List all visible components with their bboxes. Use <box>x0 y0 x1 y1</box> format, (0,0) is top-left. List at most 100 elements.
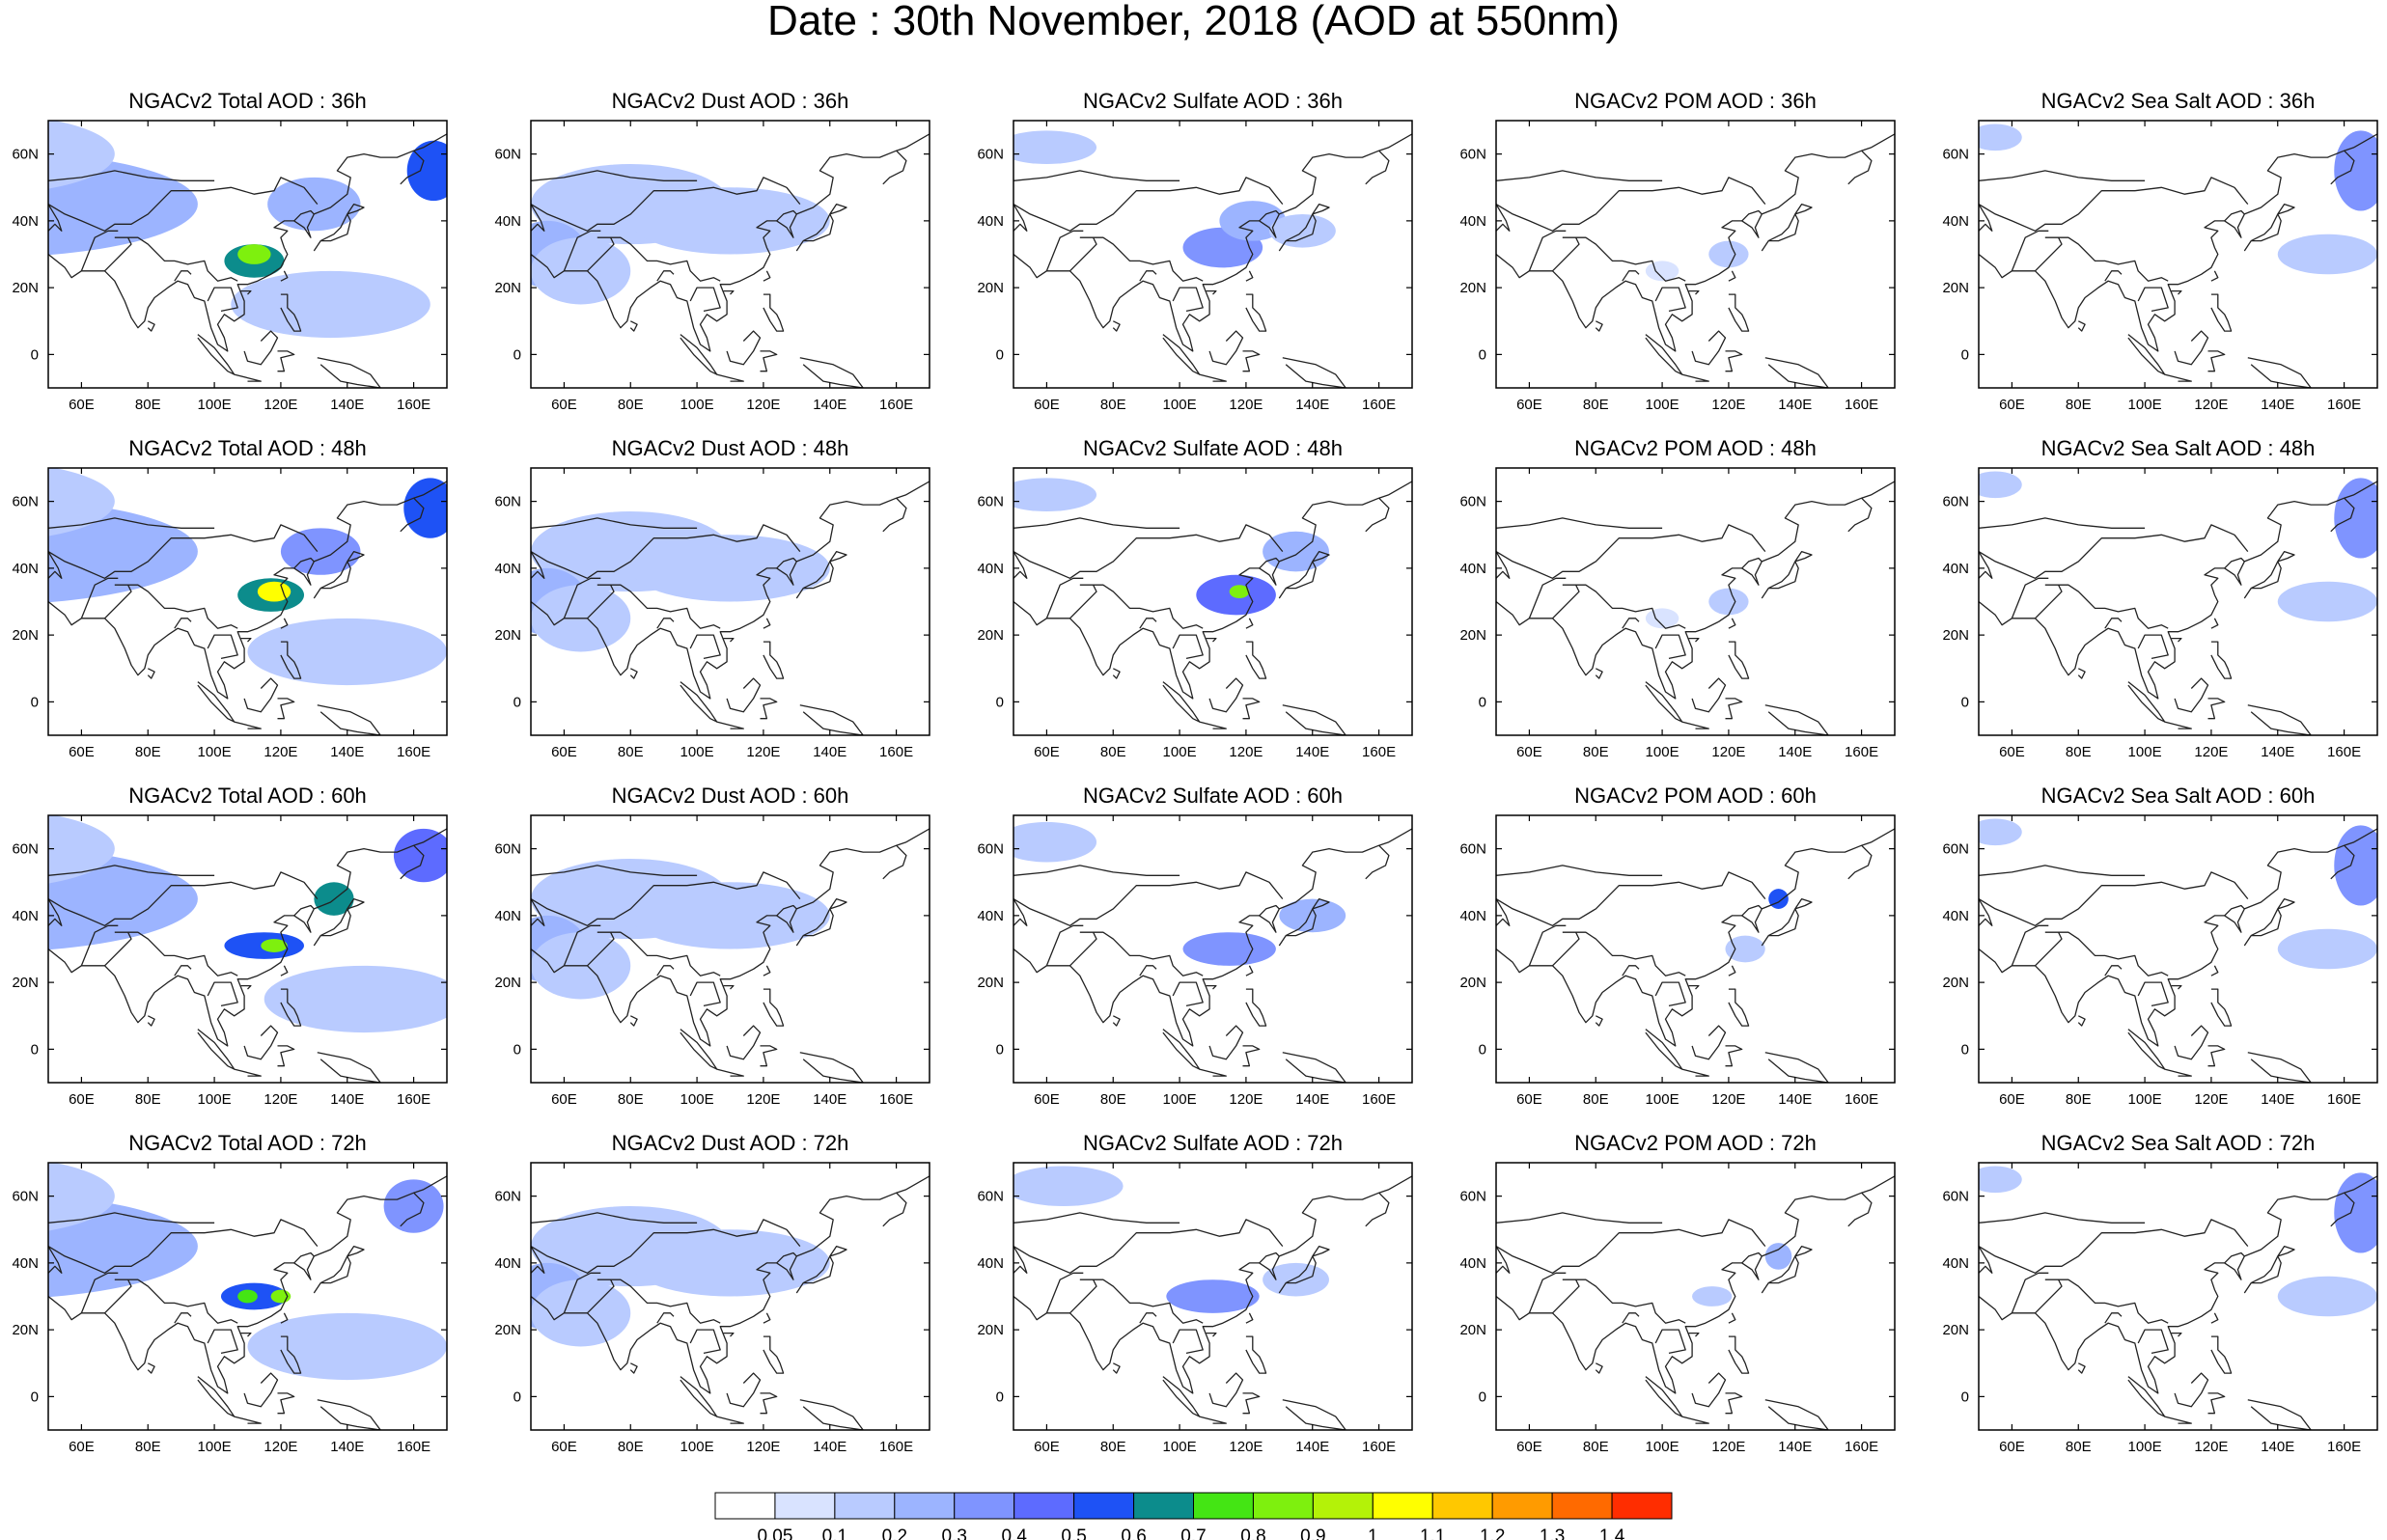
lon-tick-label: 80E <box>1583 397 1609 413</box>
aod-field <box>1692 1243 1792 1306</box>
coastline <box>1172 287 1204 313</box>
coastline <box>1245 988 1267 1027</box>
coastline <box>1847 497 1873 533</box>
lon-tick-label: 60E <box>551 1439 577 1455</box>
coastline <box>1562 1279 1686 1324</box>
coastline <box>1139 965 1157 976</box>
coastlines <box>1979 1175 2377 1430</box>
coastline <box>1013 1212 1180 1224</box>
coastline <box>2011 577 2049 619</box>
lat-tick-label: 60N <box>977 841 1004 858</box>
colorbar-label: 0.3 <box>942 1526 967 1540</box>
coastline <box>1365 1192 1390 1227</box>
lon-tick-label: 60E <box>1034 1439 1060 1455</box>
coastline <box>2044 584 2169 629</box>
coastline <box>2330 844 2355 880</box>
coastline <box>1259 209 1280 222</box>
colorbar-box <box>1013 1492 1075 1520</box>
coastline <box>1691 1025 1727 1060</box>
panel-title: NGACv2 Dust AOD : 72h <box>611 1131 849 1155</box>
coastlines <box>1496 481 1895 735</box>
map-background <box>1496 468 1895 735</box>
coastline <box>1847 1192 1873 1227</box>
coastline <box>400 497 425 533</box>
aod-blob <box>1166 1279 1260 1313</box>
colorbar-box <box>714 1492 776 1520</box>
lon-tick-label: 120E <box>264 1091 297 1108</box>
coastline <box>1112 1362 1121 1374</box>
coastline <box>207 981 238 1007</box>
aod-blob <box>247 618 447 686</box>
coastline <box>313 1245 365 1294</box>
lon-tick-label: 60E <box>69 1439 95 1455</box>
coastline <box>1688 637 1700 643</box>
map-panel: 60E 80E 100E 120E 140E 160E 0 20N 40N 60N <box>1459 120 1896 413</box>
coastline <box>114 1279 238 1324</box>
lon-tick-label: 120E <box>2194 1439 2228 1455</box>
coastline <box>656 618 675 629</box>
lon-tick-label: 140E <box>813 1439 847 1455</box>
lat-tick-label: 40N <box>1459 908 1486 924</box>
colorbar-box <box>954 1492 1015 1520</box>
aod-blob <box>1692 1286 1733 1306</box>
coastline <box>2137 287 2169 313</box>
main-title: Date : 30th November, 2018 (AOD at 550nm… <box>767 0 1620 44</box>
lon-tick-label: 100E <box>2128 744 2162 760</box>
aod-blob <box>1979 818 2022 846</box>
coastline <box>1245 641 1267 679</box>
coastline <box>531 898 545 926</box>
aod-blob <box>2277 1276 2377 1317</box>
map-panel: 60E 80E 100E 120E 140E 160E 0 20N 40N 60N <box>977 1162 1413 1455</box>
map-frame <box>1495 814 1896 1084</box>
coastline <box>531 1175 930 1394</box>
panel-title: NGACv2 Total AOD : 48h <box>128 436 367 460</box>
map-background <box>1496 121 1895 388</box>
aod-blob <box>630 882 830 949</box>
coastline <box>2174 1372 2209 1408</box>
lon-tick-label: 60E <box>1516 1439 1542 1455</box>
coastline <box>2210 1335 2233 1374</box>
aod-blob <box>2334 478 2377 559</box>
coastlines <box>1013 1175 1412 1430</box>
coastline <box>587 584 615 619</box>
coastline <box>1199 373 1227 382</box>
lon-tick-label: 160E <box>2327 1439 2361 1455</box>
map-panel: 60E 80E 100E 120E 140E 160E 0 20N 40N 60N <box>494 120 930 413</box>
coastline <box>2330 497 2355 533</box>
coastline <box>2243 897 2295 947</box>
coastline <box>1162 1029 1201 1070</box>
coastline <box>531 865 698 876</box>
lon-tick-label: 80E <box>618 1091 644 1108</box>
coastline <box>799 1052 864 1083</box>
lon-tick-label: 100E <box>198 1439 232 1455</box>
colorbar-box <box>1611 1492 1673 1520</box>
aod-blob <box>48 468 115 536</box>
coastline <box>207 1329 238 1355</box>
lon-tick-label: 140E <box>330 744 364 760</box>
aod-blob <box>630 1229 830 1297</box>
coastline <box>1528 924 1567 967</box>
lon-tick-label: 80E <box>1583 1091 1609 1108</box>
coastline <box>1725 350 1743 372</box>
coastline <box>1562 584 1686 629</box>
coastline <box>1979 177 2249 232</box>
aod-blob <box>237 1289 258 1304</box>
lat-tick-label: 60N <box>977 1189 1004 1205</box>
coastline <box>1069 236 1097 272</box>
lat-tick-label: 40N <box>977 213 1004 230</box>
coastline <box>1595 1362 1603 1374</box>
map-frame <box>530 120 930 389</box>
panel-title: NGACv2 POM AOD : 48h <box>1574 436 1817 460</box>
coastline <box>1681 373 1709 382</box>
coastline <box>656 965 675 976</box>
coastline <box>1206 1332 1217 1337</box>
lon-tick-label: 80E <box>135 397 161 413</box>
coastline <box>1654 981 1686 1007</box>
panel-title: NGACv2 Total AOD : 72h <box>128 1131 367 1155</box>
lat-tick-label: 20N <box>977 280 1004 296</box>
lon-tick-label: 100E <box>1646 744 1679 760</box>
coastline <box>48 898 63 926</box>
coastline <box>2077 1362 2086 1374</box>
lon-tick-label: 160E <box>397 1439 430 1455</box>
lat-tick-label: 0 <box>1961 1389 1969 1405</box>
